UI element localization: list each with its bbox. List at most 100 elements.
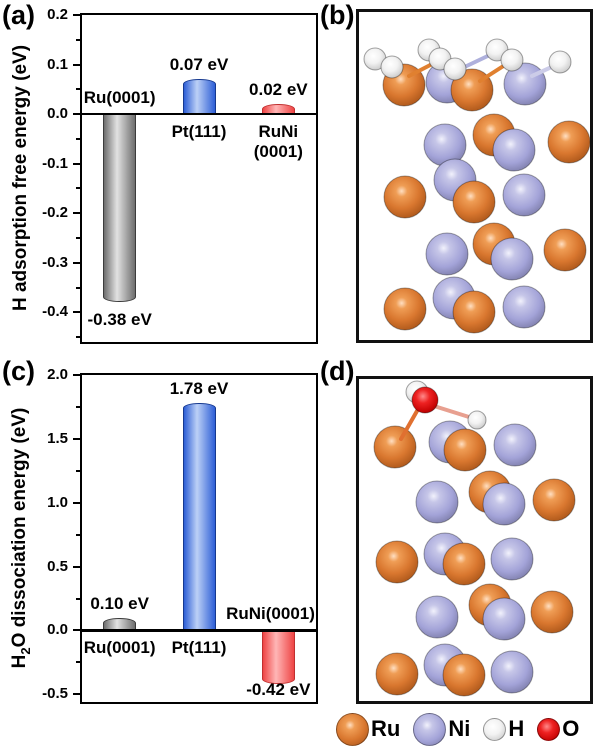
y-tick-minor bbox=[76, 137, 80, 140]
h-atom bbox=[380, 55, 404, 79]
legend-label: H bbox=[508, 716, 525, 741]
ni-atom bbox=[490, 650, 534, 694]
y-tick-major bbox=[73, 63, 80, 66]
ru-atom bbox=[452, 180, 496, 224]
y-tick-minor bbox=[76, 405, 80, 408]
category-label: Pt(111) bbox=[172, 122, 227, 142]
y-tick-major bbox=[73, 629, 80, 632]
category-label: RuNi(0001) bbox=[226, 604, 315, 624]
bar-a-1 bbox=[182, 79, 216, 115]
structure-panel-d-box bbox=[356, 376, 593, 704]
bar-value-label: -0.42 eV bbox=[246, 680, 311, 699]
ni-sphere-icon bbox=[413, 712, 447, 746]
ru-atom bbox=[442, 542, 486, 586]
bar-value-label: 0.02 eV bbox=[249, 80, 308, 100]
bar-c-2 bbox=[261, 630, 295, 685]
y-tick-major bbox=[73, 162, 80, 165]
h-atom bbox=[548, 50, 572, 74]
y-tick-label: 0.0 bbox=[47, 621, 68, 639]
o-sphere-icon bbox=[537, 717, 561, 741]
h-atom bbox=[443, 57, 467, 81]
ni-atom bbox=[482, 597, 526, 641]
ni-atom bbox=[415, 595, 459, 639]
y-tick-label: 2.0 bbox=[47, 366, 68, 383]
y-tick-label: -0.3 bbox=[42, 253, 68, 271]
category-label-line: RuNi(0001) bbox=[226, 604, 315, 624]
y-tick-major bbox=[73, 14, 80, 16]
y-tick-major bbox=[73, 693, 80, 696]
y-tick-major bbox=[73, 565, 80, 568]
category-label: Pt(111) bbox=[172, 638, 227, 658]
bond bbox=[432, 404, 471, 419]
bar-value-label: 0.10 eV bbox=[90, 593, 149, 613]
atom-legend: Ru Ni H O bbox=[336, 710, 579, 747]
ni-atom bbox=[492, 128, 536, 172]
category-label: Ru(0001) bbox=[84, 638, 156, 658]
zero-line bbox=[80, 112, 318, 116]
ni-atom bbox=[502, 285, 546, 329]
y-tick-minor bbox=[76, 469, 80, 472]
ru-atom bbox=[375, 652, 419, 696]
category-label-line: Pt(111) bbox=[171, 122, 227, 142]
y-tick-label: 0.2 bbox=[47, 6, 68, 23]
category-label-line: RuNi bbox=[258, 122, 299, 142]
y-tick-major bbox=[73, 374, 80, 376]
category-label: Ru(0001) bbox=[84, 88, 156, 108]
legend-item-h: H bbox=[483, 716, 524, 742]
y-tick-label: 0.1 bbox=[47, 55, 68, 73]
y-tick-label: 0.0 bbox=[47, 105, 68, 123]
legend-item-ni: Ni bbox=[413, 712, 471, 746]
y-tick-label: 1.5 bbox=[47, 429, 68, 447]
category-label-line: (0001) bbox=[253, 142, 303, 162]
bond bbox=[399, 409, 419, 441]
ru-atom bbox=[530, 590, 574, 634]
chart-c-y-axis-title-subscript: 2 bbox=[17, 647, 33, 655]
y-tick-minor bbox=[76, 661, 80, 664]
y-tick-label: 0.5 bbox=[47, 557, 68, 575]
legend-label: Ni bbox=[448, 716, 471, 741]
ru-atom bbox=[443, 428, 487, 472]
category-label-line: Pt(111) bbox=[171, 638, 227, 658]
ni-atom bbox=[493, 423, 537, 467]
y-tick-major bbox=[73, 311, 80, 314]
category-label-line: Ru(0001) bbox=[83, 638, 156, 658]
bar-value-label: -0.38 eV bbox=[87, 310, 152, 330]
ru-atom bbox=[543, 228, 587, 272]
ni-atom bbox=[425, 232, 469, 276]
y-tick-minor bbox=[76, 38, 80, 41]
ru-atom bbox=[383, 175, 427, 219]
y-tick-label: -0.2 bbox=[42, 204, 68, 222]
ni-atom bbox=[490, 237, 534, 281]
legend-item-ru: Ru bbox=[336, 712, 401, 746]
bar-c-1 bbox=[182, 403, 216, 631]
h-sphere-icon bbox=[483, 717, 507, 741]
y-tick-minor bbox=[76, 187, 80, 190]
chart-c-y-axis-title-prefix: H bbox=[9, 654, 31, 669]
o-atom bbox=[411, 386, 439, 414]
category-label-line: Ru(0001) bbox=[83, 88, 156, 108]
bar-a-0 bbox=[103, 114, 137, 303]
ru-atom bbox=[547, 120, 590, 164]
ni-atom bbox=[482, 482, 526, 526]
y-tick-minor bbox=[76, 88, 80, 91]
panel-a-label: (a) bbox=[2, 0, 35, 30]
legend-label: Ru bbox=[371, 716, 401, 741]
y-tick-minor bbox=[76, 236, 80, 239]
y-tick-major bbox=[73, 212, 80, 215]
panel-d-label: (d) bbox=[320, 356, 355, 386]
ruNi-slab-with-H-structure bbox=[363, 38, 590, 334]
legend-label: O bbox=[562, 716, 580, 741]
y-tick-minor bbox=[76, 533, 80, 536]
legend-item-o: O bbox=[537, 716, 579, 742]
y-tick-label: -0.1 bbox=[42, 154, 68, 172]
bar-value-label: 0.07 eV bbox=[169, 55, 229, 75]
ru-atom bbox=[442, 653, 486, 697]
ru-atom bbox=[383, 287, 427, 331]
ni-atom bbox=[502, 173, 546, 217]
y-tick-label: -0.4 bbox=[42, 303, 68, 321]
h-atom bbox=[500, 48, 524, 72]
ru-atom bbox=[452, 290, 496, 334]
bar-value-label: 1.78 eV bbox=[169, 379, 229, 399]
y-tick-minor bbox=[76, 286, 80, 289]
